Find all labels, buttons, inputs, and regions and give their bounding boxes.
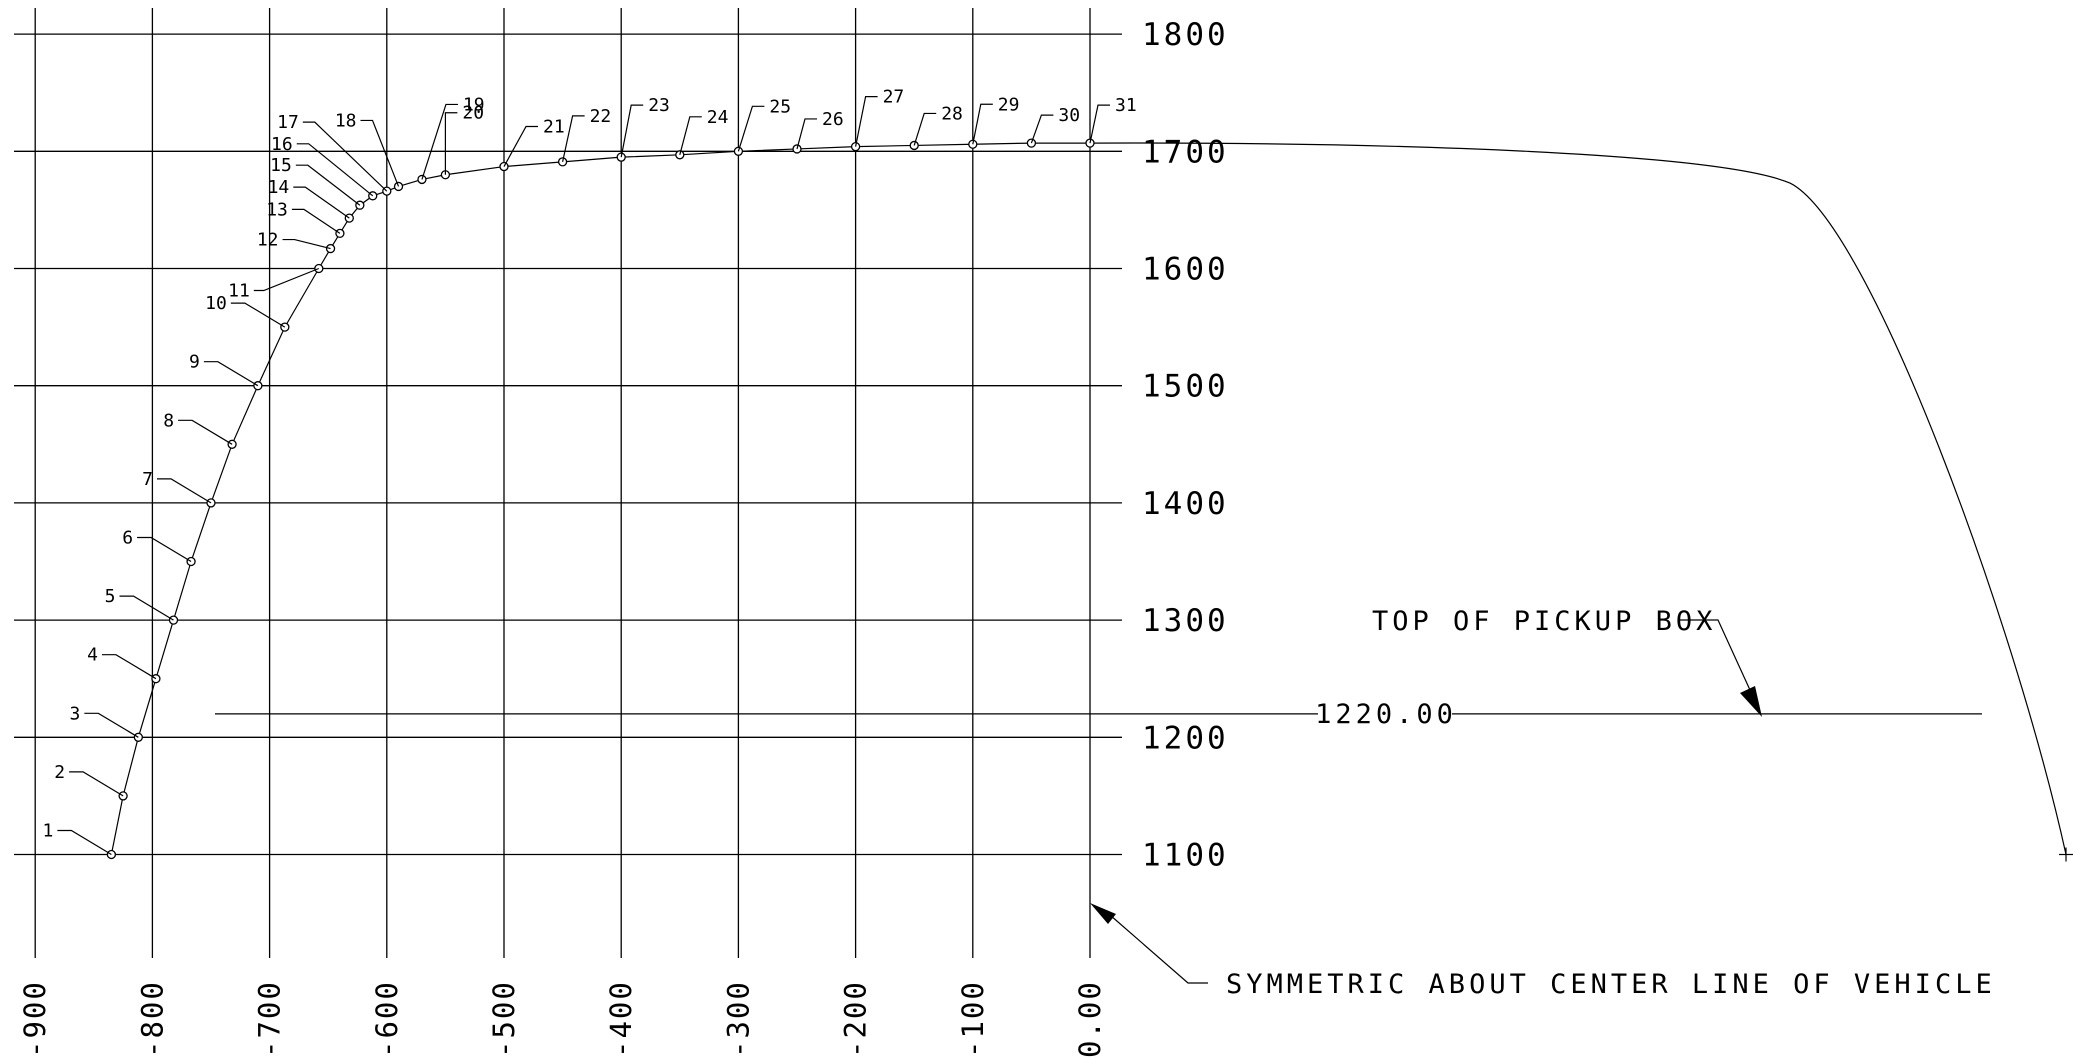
point-leader [57,829,112,856]
point-leader [737,105,765,152]
x-axis-tick-label: 0.00 [1073,980,1107,1058]
x-axis-labels: -900 -800 -700 -600 -500 -400 -300 -200 -100 0.00 [18,980,1107,1058]
y-axis-tick-label: 1400 [1142,486,1229,522]
point-number-label: 15 [270,155,292,176]
point-leader [913,112,937,146]
symmetric-note: SYMMETRIC ABOUT CENTER LINE OF VEHICLE [1226,969,1996,1000]
y-axis-labels: 1800 1700 1600 1500 1400 1300 1200 1100 [1142,17,1229,874]
y-axis-tick-label: 1300 [1142,603,1229,639]
point-number-label: 6 [122,528,133,549]
point-number-label: 14 [268,177,290,198]
x-axis-tick-label: -500 [487,980,521,1058]
point-number-label: 30 [1058,105,1080,126]
point-number-label: 8 [163,410,174,431]
point-number-label: 25 [769,96,791,117]
point-leader [796,118,817,150]
y-axis-tick-label: 1200 [1142,720,1229,756]
point-leader [562,115,585,162]
point-leader [178,419,233,445]
symmetric-leader [1109,914,1208,984]
y-axis-tick-label: 1500 [1142,369,1229,405]
x-axis-tick-label: -200 [839,980,873,1058]
point-number-label: 11 [228,281,250,302]
point-leader [421,103,458,180]
point-number-label: 19 [463,94,485,115]
top-of-box-label: TOP OF PICKUP BOX [1372,606,1716,637]
point-number-label: 16 [271,134,293,155]
point-leader [293,186,350,219]
dimension-value: 1220.00 [1315,699,1457,730]
top-of-box-arrowhead [1740,686,1762,717]
point-number-label: 26 [822,109,844,130]
point-number-label: 24 [707,107,729,128]
point-leader [101,654,157,680]
top-of-box-leader [1680,619,1751,691]
point-leader [84,712,139,738]
point-number-label: 23 [648,95,670,116]
point-leader [503,125,538,167]
y-axis-tick-label: 1800 [1142,17,1229,53]
point-number-label: 31 [1115,95,1137,116]
point-number-label: 7 [142,469,153,490]
point-number-label: 22 [590,106,612,127]
point-number-label: 1 [43,821,54,842]
point-leader [69,771,124,797]
point-leader [137,536,192,563]
point-leader [295,164,361,206]
symmetric-callout: SYMMETRIC ABOUT CENTER LINE OF VEHICLE [1090,903,1996,1000]
point-leader [1089,104,1110,144]
point-number-label: 20 [462,103,484,124]
top-of-box-callout: TOP OF PICKUP BOX [1372,606,1762,717]
point-number-label: 21 [543,117,565,138]
point-leader [296,143,374,197]
end-cross-mark [2059,847,2073,862]
symmetric-profile-curve [1089,142,2067,855]
x-axis-tick-label: -900 [18,980,52,1058]
point-number-label: 13 [266,199,288,220]
grid-lines [14,8,1122,958]
point-number-label: 28 [941,103,963,124]
point-leader [360,119,400,187]
point-leader [291,208,341,234]
point-leader [444,112,458,175]
point-leader [1030,114,1054,144]
y-axis-tick-label: 1600 [1142,252,1229,288]
point-leader [157,478,212,504]
x-axis-tick-label: -400 [604,980,638,1058]
point-leader [972,103,993,145]
point-number-label: 2 [54,762,65,783]
x-axis-tick-label: -100 [956,980,990,1058]
x-axis-tick-label: -600 [370,980,404,1058]
point-leader [679,116,702,155]
point-number-label: 29 [998,94,1020,115]
point-leader [302,121,388,192]
point-leader [253,267,320,292]
point-number-label: 10 [205,293,227,314]
y-axis-tick-label: 1100 [1142,838,1229,874]
point-number-label: 9 [189,352,200,373]
symmetric-arrowhead [1090,903,1116,924]
y-axis-tick-label: 1700 [1142,134,1229,170]
point-number-label: 12 [257,230,279,251]
point-number-label: 17 [277,112,299,133]
point-number-label: 5 [105,586,116,607]
x-axis-tick-label: -700 [253,980,287,1058]
point-number-label: 3 [69,703,80,724]
point-leader [620,104,644,158]
point-leader [203,361,259,387]
x-axis-tick-label: -300 [721,980,755,1058]
point-leader [230,302,286,328]
x-axis-tick-label: -800 [135,980,169,1058]
point-number-label: 27 [883,87,905,108]
point-leader [119,595,174,621]
point-number-label: 18 [335,110,357,131]
dimension-1220: 1220.00 [215,699,1982,730]
point-number-label: 4 [87,645,98,666]
point-leader [282,238,331,250]
point-leader [855,96,878,147]
